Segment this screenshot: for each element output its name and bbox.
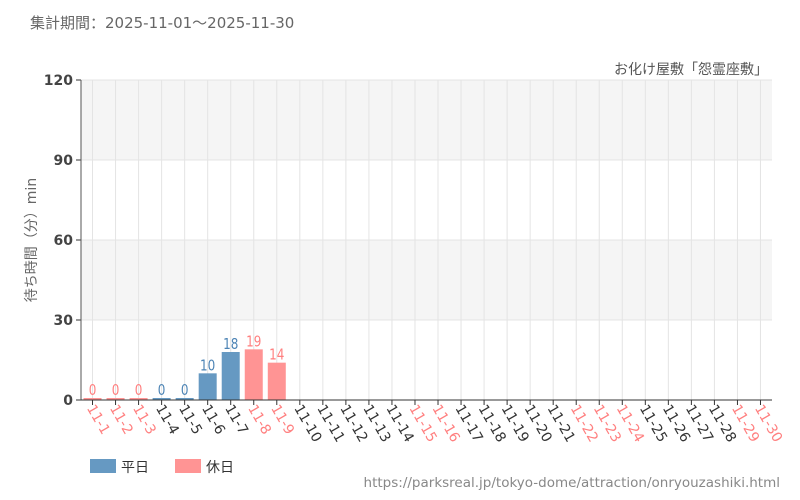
data-label: 19 [246,333,261,351]
x-tick-label: 11-5 [175,402,205,438]
x-tick-label: 11-7 [221,402,251,438]
grid-band [81,240,772,320]
x-tick-label: 11-8 [244,402,274,438]
legend: 平日 休日 [90,459,234,476]
y-tick-label: 30 [54,313,74,329]
x-tick-label: 11-1 [83,402,113,438]
data-label: 0 [89,382,97,400]
data-label: 0 [181,382,189,400]
y-tick-label: 60 [54,233,74,249]
x-tick-label: 11-3 [129,402,159,438]
y-tick-label: 90 [54,153,74,169]
x-tick-label: 11-4 [152,402,182,438]
x-tick-label: 11-2 [106,402,136,438]
data-label: 0 [158,382,166,400]
bar [221,352,240,400]
legend-label-holiday: 休日 [206,460,234,476]
chart-title: お化け屋敷「怨霊座敷」 [614,62,768,78]
bar [198,373,217,400]
bar [106,398,125,400]
bar [129,398,148,400]
y-tick-label: 0 [63,393,73,409]
bar [83,398,102,400]
x-tick-label: 11-6 [198,402,228,438]
grid-band [81,80,772,160]
legend-swatch-holiday [175,459,201,473]
legend-label-weekday: 平日 [121,460,149,476]
y-axis-label: 待ち時間（分）min [24,178,40,302]
legend-swatch-weekday [90,459,116,473]
bar [267,362,286,400]
data-label: 10 [200,357,215,375]
x-tick-label: 11-9 [267,402,297,438]
period-label: 集計期間：2025-11-01～2025-11-30 [30,14,294,32]
data-label: 0 [135,382,143,400]
bar [244,349,263,400]
bar [152,398,171,400]
data-label: 18 [223,336,238,354]
data-label: 14 [269,346,284,364]
source-url[interactable]: https://parksreal.jp/tokyo-dome/attracti… [364,475,780,491]
y-tick-label: 120 [44,73,73,89]
data-label: 0 [112,382,120,400]
bar [175,398,194,400]
